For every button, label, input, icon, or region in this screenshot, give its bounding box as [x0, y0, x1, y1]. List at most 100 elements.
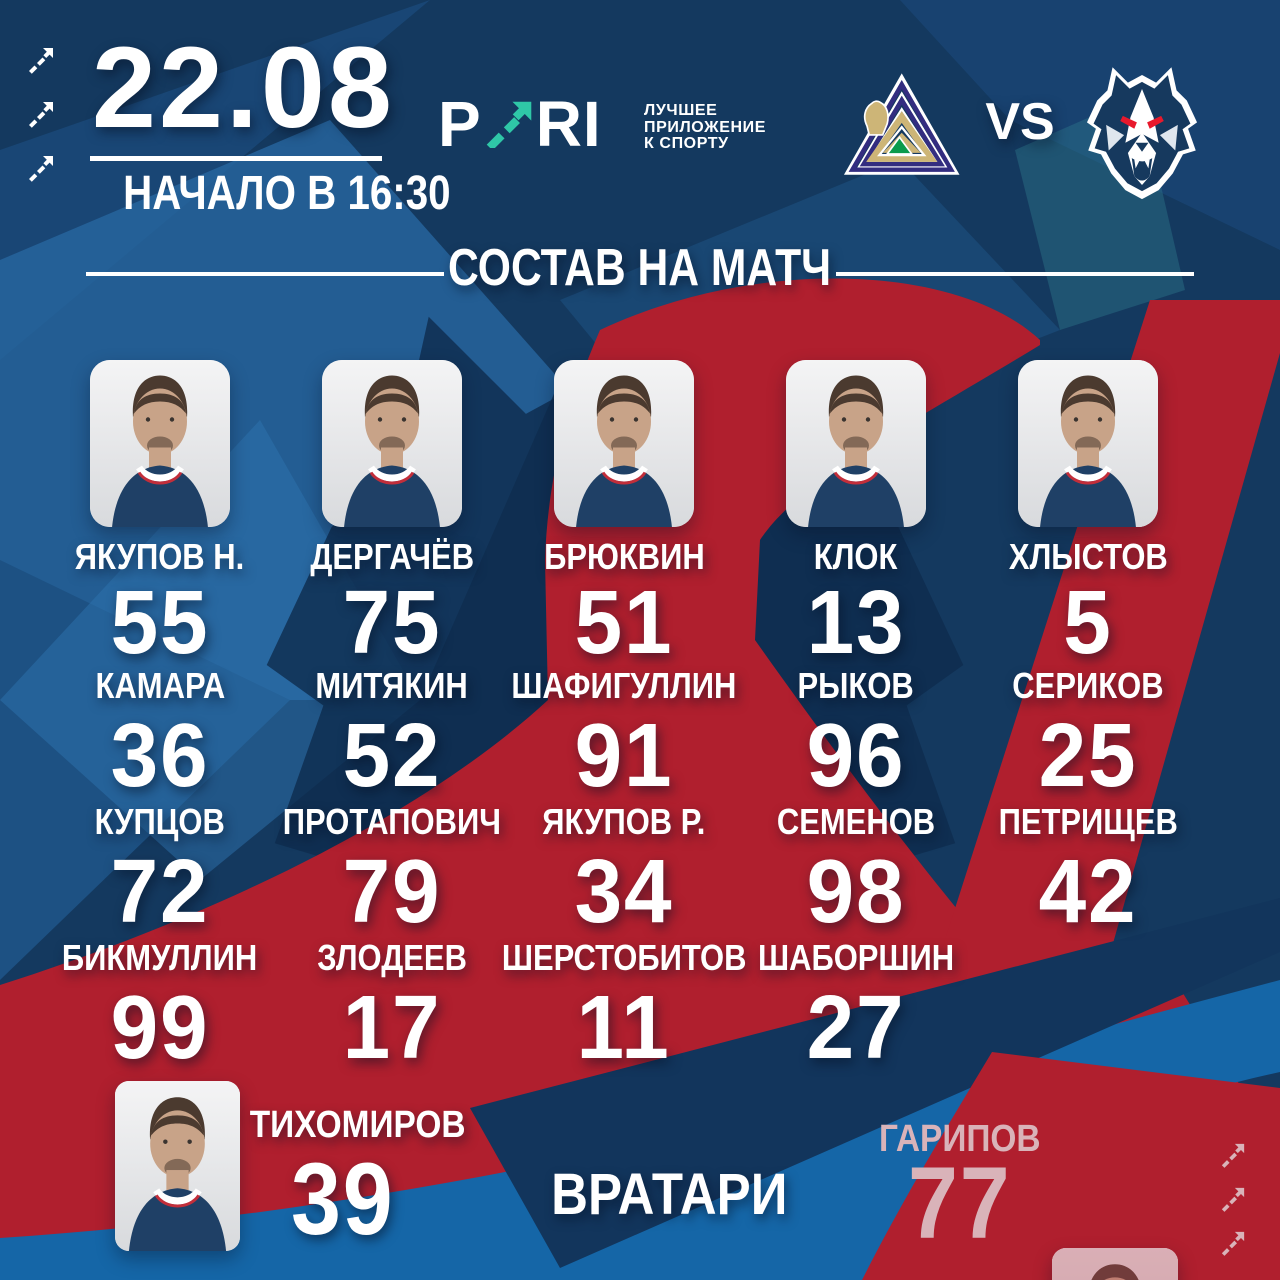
goalie-number: 77	[907, 1146, 1012, 1260]
player-number: 96	[806, 706, 906, 806]
date-underline	[90, 156, 382, 161]
pari-arrow-icon	[1221, 1231, 1245, 1256]
player-number: 55	[110, 573, 210, 673]
player-photo	[1018, 360, 1158, 527]
player-portrait-photo	[321, 360, 462, 527]
start-time-label: НАЧАЛО В 16:30	[123, 167, 451, 220]
goalie-name: ТИХОМИРОВ	[249, 1104, 466, 1146]
player-name: БИКМУЛЛИН	[62, 937, 258, 978]
player-portrait-photo	[89, 360, 230, 527]
player-portrait-photo	[1018, 360, 1158, 527]
player-number: 42	[1038, 842, 1138, 942]
player-portrait-photo	[786, 360, 926, 527]
pari-arrow-icon	[1221, 1187, 1245, 1212]
player-portrait-photo	[115, 1081, 240, 1251]
player-photo	[786, 360, 926, 527]
player-cell: КЛОК 13	[786, 358, 926, 673]
pari-arrow-icon	[1221, 1143, 1245, 1168]
section-divider-left	[86, 272, 444, 276]
wolf-eye	[1147, 115, 1164, 129]
pari-arrow-icon	[29, 102, 53, 128]
player-name: ШАФИГУЛЛИН	[511, 665, 737, 706]
player-number: 75	[342, 573, 442, 673]
player-cell: КАМАРА 36	[85, 660, 236, 806]
player-cell: ПЕТРИЩЕВ 42	[984, 796, 1192, 942]
player-name: СЕРИКОВ	[1012, 665, 1164, 706]
player-number: 34	[574, 842, 674, 942]
goalie-number: 39	[290, 1142, 395, 1256]
section-divider-right	[836, 272, 1194, 276]
pari-arrow-glyph	[486, 102, 531, 149]
player-number: 99	[110, 978, 210, 1078]
player-number: 11	[576, 978, 672, 1078]
goalie-photo-tikhomirov	[115, 1081, 240, 1251]
match-date: 22.08	[92, 24, 395, 152]
pari-arrows-bottom-right	[1218, 1142, 1248, 1256]
player-cell: КУПЦОВ 72	[84, 796, 235, 942]
pari-arrow-icon	[29, 48, 53, 74]
player-name: КАМАРА	[95, 665, 225, 706]
player-cell: СЕМЕНОВ 98	[764, 796, 948, 942]
player-number: 5	[1063, 573, 1113, 673]
player-name: ПРОТАПОВИЧ	[282, 801, 502, 842]
pari-arrows-top-left	[24, 46, 58, 182]
photo-tint-overlay	[1052, 1248, 1178, 1280]
goalie-name: ГАРИПОВ	[878, 1118, 1041, 1160]
roster-grid: ЯКУПОВ Н. 55 ДЕРГАЧЁВ 75 БРЮКВИН 51 КЛОК 13 …	[44, 358, 1204, 1073]
player-number: 98	[806, 842, 906, 942]
player-portrait-photo	[1052, 1248, 1178, 1280]
player-cell: БРЮКВИН 51	[531, 358, 718, 668]
horseman-profile	[863, 100, 889, 136]
player-number: 36	[110, 706, 210, 806]
salavat-yulaev-logo	[843, 73, 960, 175]
player-number: 17	[342, 978, 442, 1078]
player-name: ЗЛОДЕЕВ	[317, 937, 467, 978]
sponsor-tagline: ЛУЧШЕЕ ПРИЛОЖЕНИЕ К СПОРТУ	[644, 102, 766, 153]
player-number: 91	[574, 706, 674, 806]
player-name: КУПЦОВ	[94, 801, 226, 842]
player-name: ШЕРСТОБИТОВ	[501, 937, 747, 978]
player-photo	[89, 360, 230, 527]
player-number: 25	[1038, 706, 1138, 806]
player-name: ХЛЫСТОВ	[1008, 536, 1168, 577]
player-name: КЛОК	[814, 536, 898, 577]
goalie-photo-garipov	[1052, 1248, 1178, 1280]
player-name: ПЕТРИЩЕВ	[998, 801, 1178, 842]
tagline-line: К СПОРТУ	[644, 135, 729, 152]
neftekhimik-wolf-logo	[1086, 67, 1198, 200]
section-title: СОСТАВ НА МАТЧ	[448, 239, 832, 297]
player-number: 13	[806, 573, 906, 673]
player-name: ДЕРГАЧЁВ	[310, 536, 474, 577]
player-cell: ДЕРГАЧЁВ 75	[297, 358, 487, 673]
player-cell: ПРОТАПОВИЧ 79	[265, 796, 519, 942]
player-number: 79	[342, 842, 442, 942]
player-cell: ЯКУПОВ Н. 55	[61, 358, 258, 673]
player-cell: БИКМУЛЛИН 99	[46, 932, 273, 1078]
player-cell: ХЛЫСТОВ 5	[996, 358, 1181, 673]
player-cell: МИТЯКИН 52	[303, 660, 480, 806]
player-cell: ЗЛОДЕЕВ 17	[305, 932, 479, 1078]
player-name: БРЮКВИН	[543, 536, 705, 577]
tagline-line: ЛУЧШЕЕ	[644, 102, 718, 119]
player-name: ЯКУПОВ Н.	[75, 536, 245, 577]
player-name: СЕМЕНОВ	[776, 801, 936, 842]
vs-label: VS	[985, 93, 1055, 151]
pari-letters-ri: RI	[535, 88, 602, 160]
tagline-line: ПРИЛОЖЕНИЕ	[644, 118, 766, 136]
player-number: 52	[342, 706, 442, 806]
player-cell: РЫКОВ 96	[788, 660, 923, 806]
player-cell: СЕРИКОВ 25	[1000, 660, 1176, 806]
player-photo	[321, 360, 462, 527]
player-number: 27	[806, 978, 906, 1078]
player-name: ШАБОРШИН	[757, 937, 955, 978]
player-name: РЫКОВ	[797, 665, 915, 706]
player-cell: ШЕРСТОБИТОВ 11	[482, 932, 766, 1078]
goalies-title: ВРАТАРИ	[551, 1162, 788, 1227]
player-number: 72	[110, 842, 210, 942]
pari-sponsor-logo: P RI	[438, 88, 602, 160]
player-name: ЯКУПОВ Р.	[542, 801, 706, 842]
player-photo	[553, 360, 694, 527]
player-cell: ЯКУПОВ Р. 34	[529, 796, 719, 942]
